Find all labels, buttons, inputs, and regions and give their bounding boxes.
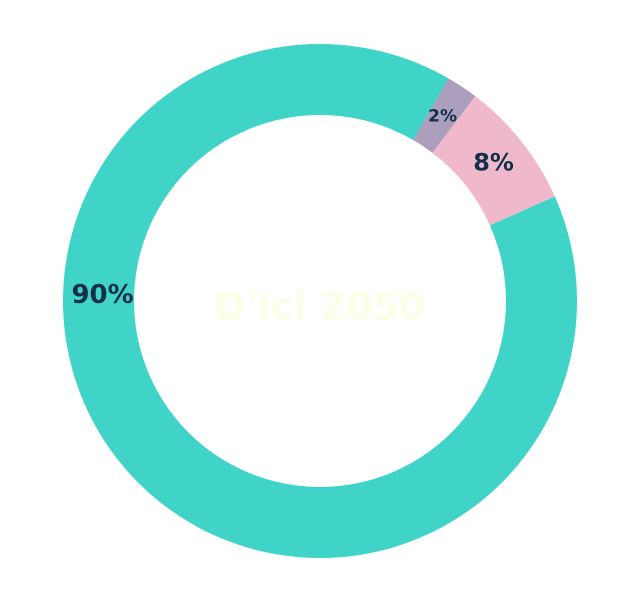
- center-label: D'ici 2050: [215, 285, 426, 329]
- slice-labels: 2% 8% 90%: [71, 107, 514, 311]
- donut-slice-2: [413, 78, 476, 153]
- slice-label-90: 90%: [71, 280, 133, 310]
- donut-slices: [62, 43, 577, 559]
- slice-label-2: 2%: [428, 107, 457, 127]
- slice-label-8: 8%: [473, 148, 514, 176]
- donut-slice-8: [432, 96, 555, 226]
